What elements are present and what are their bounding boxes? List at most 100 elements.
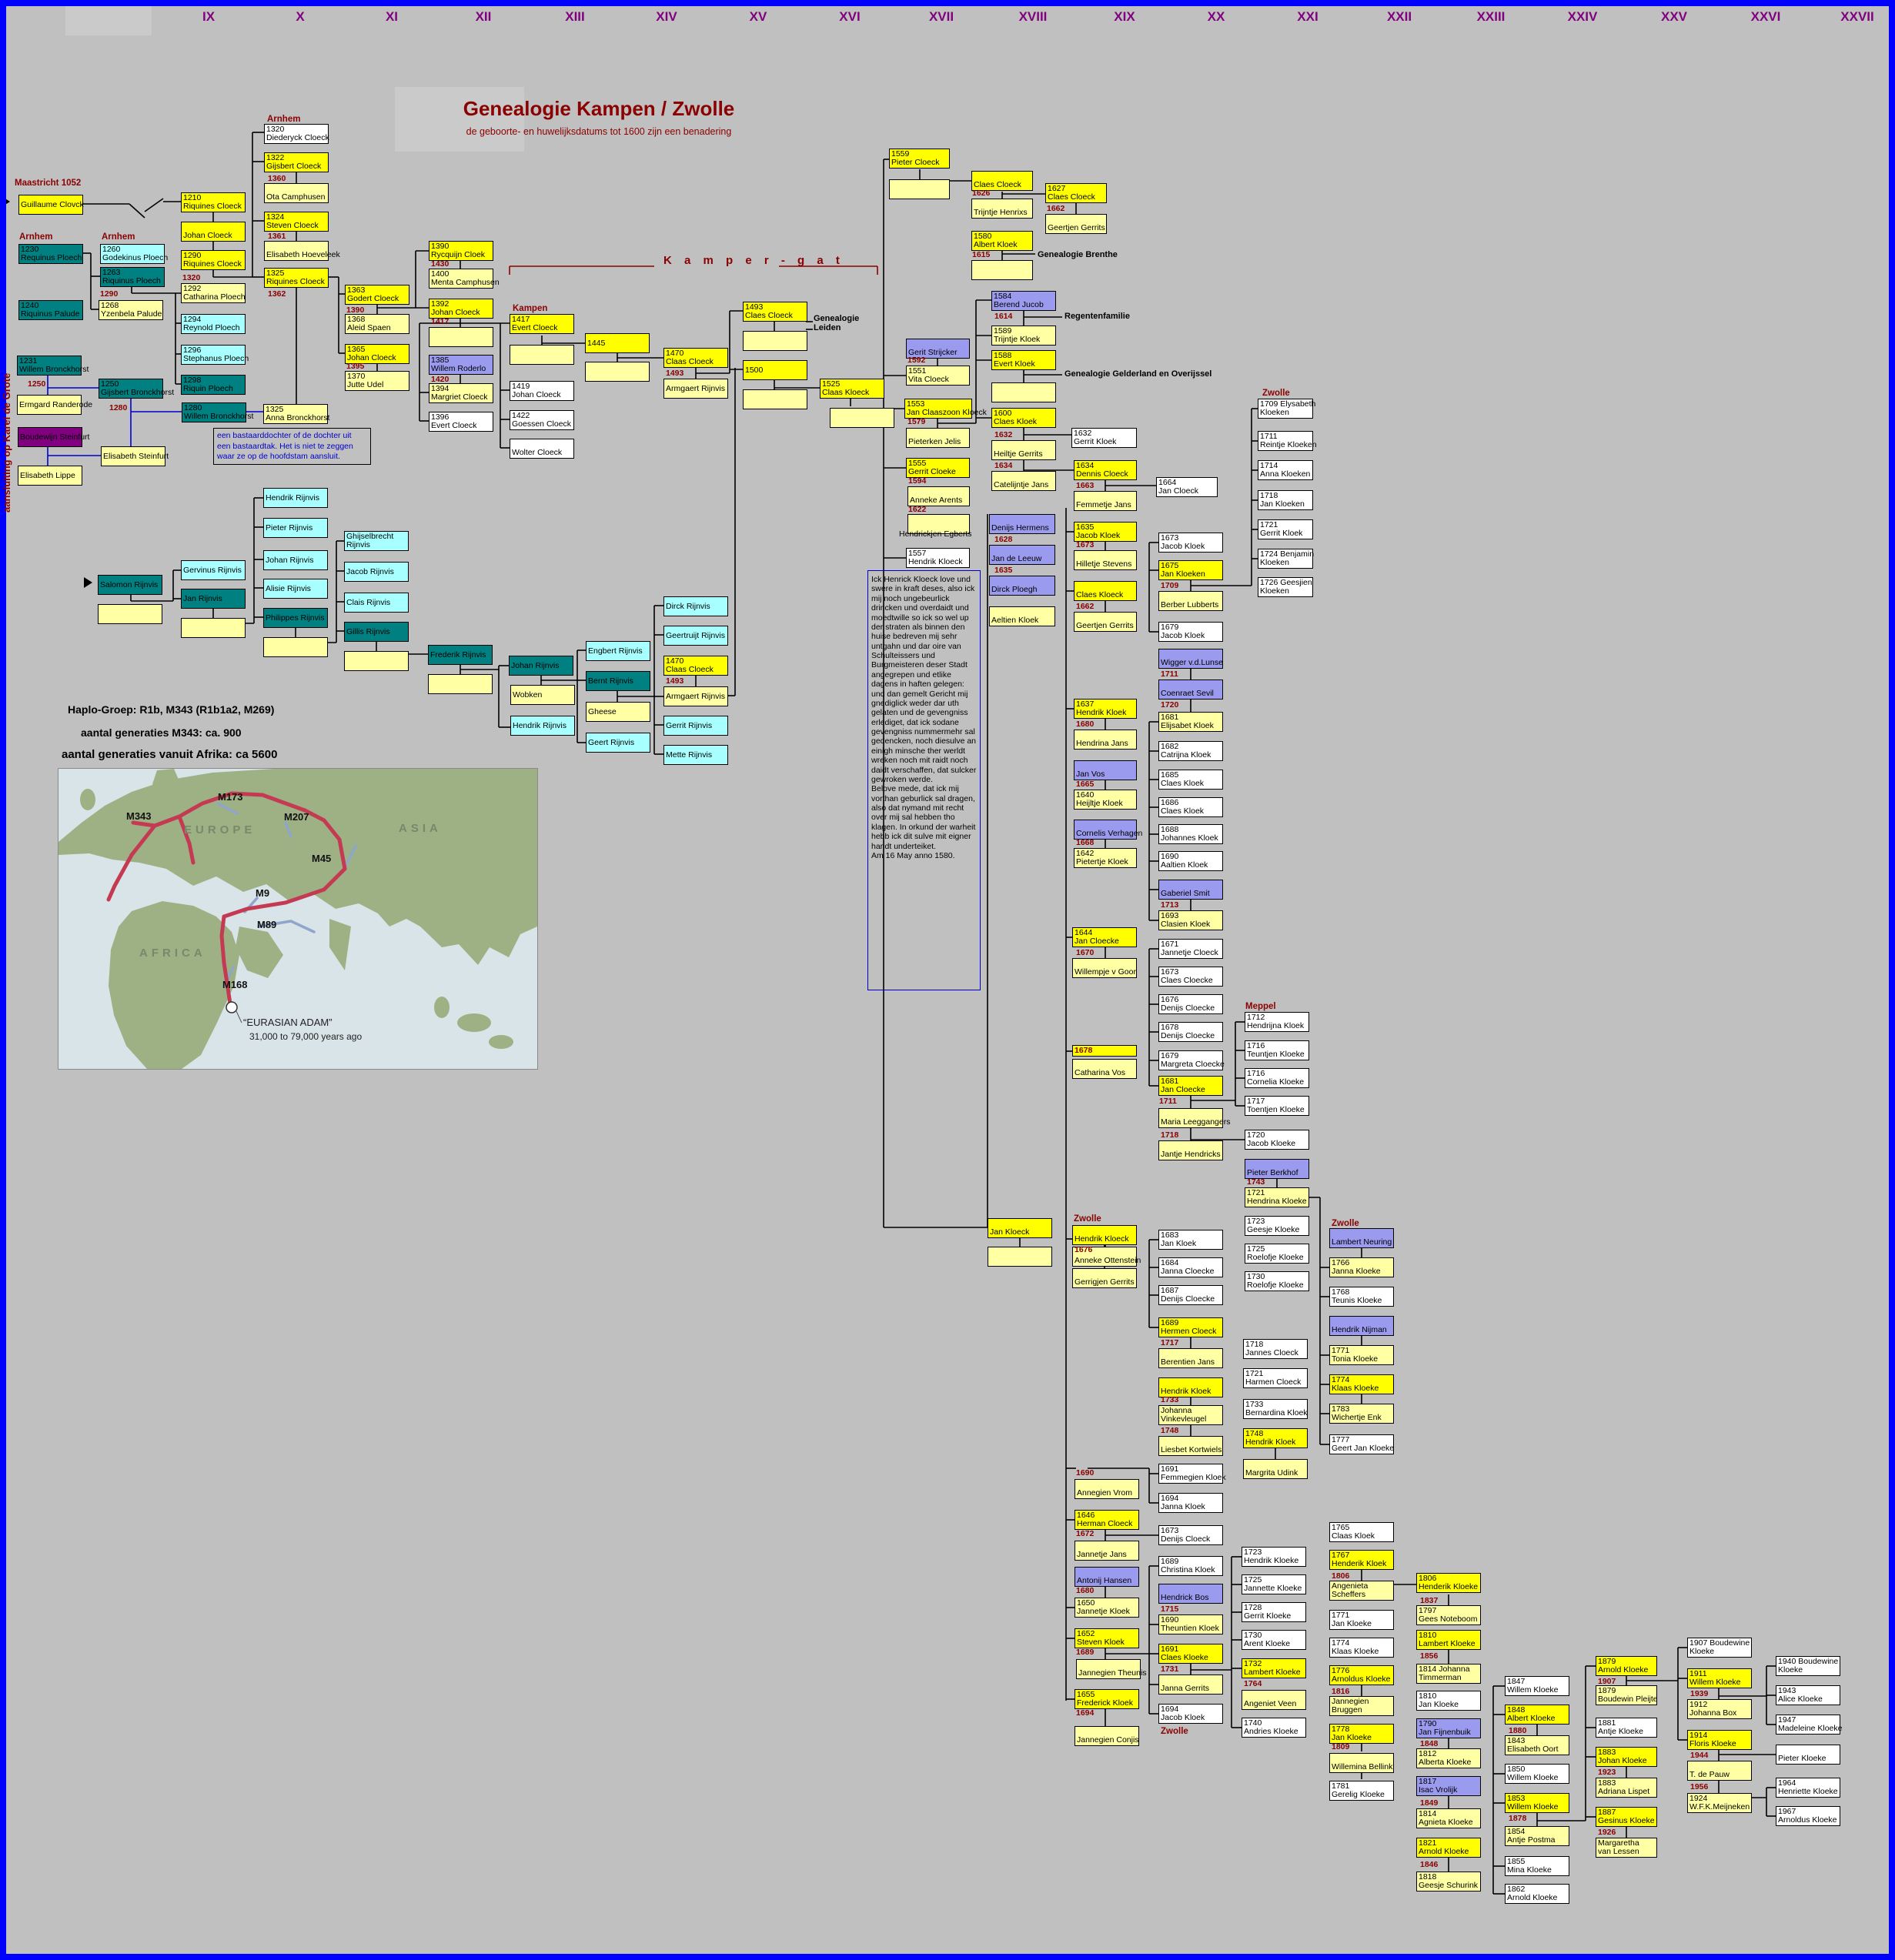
marriage-year-label: 1361	[268, 232, 286, 241]
person-box: 1843 Elisabeth Oort	[1505, 1735, 1569, 1755]
person-box: Hendrick Bos	[1158, 1584, 1223, 1604]
marriage-year-label: 1663	[1076, 481, 1095, 490]
marriage-year-label: 1615	[972, 250, 991, 259]
person-box: 1675 Jan Kloeken	[1158, 560, 1223, 580]
person-box: 1812 Alberta Kloeke	[1416, 1748, 1481, 1768]
person-box: Hendrik Kloek	[1158, 1377, 1223, 1397]
person-box: Denijs Hermens	[989, 514, 1055, 534]
person-box: Johan Cloeck	[181, 222, 246, 242]
marriage-year-label: 1290	[100, 289, 119, 299]
marriage-year-label: 1837	[1420, 1596, 1439, 1605]
person-box: 1690 Aaltien Kloek	[1158, 851, 1223, 871]
person-box: 1632 Gerrit Kloek	[1071, 428, 1137, 448]
person-box: 1673 Claes Cloecke	[1158, 967, 1223, 987]
person-box: 1646 Herman Cloeck	[1075, 1510, 1139, 1530]
map-label: ASIA	[399, 822, 442, 835]
person-box: Hendrik Rijnvis	[263, 488, 328, 508]
person-box: 1687 Denijs Cloecke	[1158, 1285, 1223, 1305]
place-label: Arnhem	[102, 232, 135, 242]
person-box	[743, 331, 807, 351]
frame-right	[1889, 0, 1895, 1960]
person-box	[263, 637, 328, 657]
person-box: Ota Camphusen	[264, 183, 329, 203]
henrick-kloeck-oath-note: Ick Henrick Kloeck love und swere in kra…	[867, 570, 981, 990]
person-box: 1445	[585, 333, 650, 353]
person-box: 1947 Madeleine Kloeke	[1776, 1715, 1842, 1735]
person-box: Johanna Vinkevleugel	[1158, 1405, 1223, 1425]
person-box: Hilletje Stevens	[1074, 550, 1137, 570]
place-label: Zwolle	[1262, 389, 1290, 398]
person-box: Geertruijt Rijnvis	[663, 626, 728, 646]
person-box: 1848 Albert Kloeke	[1505, 1705, 1569, 1725]
person-box: 1718 Jannes Cloeck	[1243, 1339, 1308, 1359]
person-box: 1635 Jacob Kloek	[1074, 522, 1137, 542]
person-box: 1210 Riquines Cloeck	[181, 192, 246, 212]
person-box: 1322 Gijsbert Cloeck	[264, 152, 329, 172]
person-box: Lambert Neuring	[1329, 1228, 1394, 1248]
person-box: Geertjen Gerrits	[1074, 612, 1137, 632]
person-box: Maria Leeggangers	[1158, 1108, 1230, 1128]
generation-numeral: XXV	[1660, 9, 1688, 24]
person-box: Pieter Rijnvis	[263, 518, 328, 538]
person-box: 1584 Berend Jucob	[991, 291, 1056, 311]
person-box: Jan de Leeuw	[989, 545, 1055, 565]
person-box: 1691 Claes Kloeke	[1158, 1644, 1223, 1664]
person-box: 1806 Henderik Kloeke	[1416, 1573, 1481, 1593]
person-box: 1725 Roelofje Kloeke	[1245, 1244, 1309, 1264]
person-box: 1290 Riquines Cloeck	[181, 250, 246, 270]
person-box: Jan Vos	[1074, 760, 1137, 780]
person-box: 1881 Antje Kloeke	[1596, 1718, 1657, 1738]
generation-numeral: XXVI	[1750, 9, 1781, 24]
person-box: Engbert Rijnvis	[586, 641, 650, 661]
person-box: Aeltien Kloek	[989, 606, 1055, 626]
generation-numeral: XVIII	[1018, 9, 1048, 24]
person-box: 1725 Jannette Kloeke	[1242, 1574, 1306, 1594]
person-box: 1810 Lambert Kloeke	[1416, 1630, 1481, 1650]
person-box	[98, 604, 162, 624]
section-label: Regentenfamilie	[1064, 312, 1130, 321]
person-box: 1325 Anna Bronckhorst	[263, 404, 329, 424]
person-box	[510, 345, 574, 365]
person-box: 1924 W.F.K.Meijneken	[1687, 1793, 1752, 1813]
marriage-year-label: 1907	[1598, 1677, 1616, 1686]
person-box: 1676 Denijs Cloecke	[1158, 994, 1223, 1014]
person-box: Angenieta Scheffers	[1329, 1581, 1394, 1601]
person-box: 1686 Claes Kloek	[1158, 797, 1223, 817]
person-box: 1320 Diederyck Cloeck	[264, 124, 329, 144]
person-box: Anneke Arents	[907, 486, 970, 506]
person-box: 1250 Gijsbert Bronckhorst	[99, 379, 174, 399]
marriage-year-label: 1923	[1598, 1768, 1616, 1777]
person-box: Dirck Rijnvis	[663, 596, 728, 616]
person-box: 1671 Jannetje Cloeck	[1158, 939, 1223, 959]
person-box: 1365 Johan Cloeck	[345, 344, 409, 364]
person-box: 1847 Willem Kloeke	[1505, 1676, 1569, 1696]
person-box: 1732 Lambert Kloeke	[1242, 1658, 1306, 1678]
marriage-year-label: 1662	[1047, 204, 1065, 213]
branch-arrow-icon	[84, 577, 92, 588]
person-box	[971, 260, 1033, 280]
world-map: EUROPE ASIA AFRICA M343 M173 M207 M45 M9 M89 M168…	[58, 768, 538, 1070]
person-box: Jannetje Jans	[1075, 1541, 1139, 1561]
person-box: T. de Pauw	[1687, 1761, 1752, 1781]
person-box: 1231 Willem Bronckhorst	[17, 356, 89, 376]
person-box: 1748 Hendrik Kloek	[1243, 1428, 1308, 1448]
person-box: 1726 Geesjien Kloeken	[1258, 577, 1313, 597]
haplo-line-1: Haplo-Groep: R1b, M343 (R1b1a2, M269)	[68, 703, 275, 716]
marriage-year-label: 1733	[1161, 1395, 1179, 1404]
person-box: 1392 Johan Cloeck	[429, 299, 493, 319]
marriage-year-label: 1878	[1509, 1814, 1527, 1823]
generation-numeral: XXIV	[1567, 9, 1598, 24]
person-box: 1396 Evert Cloeck	[429, 412, 493, 432]
person-box: Jannegien Theunis	[1076, 1659, 1147, 1679]
person-box: 1678 Denijs Cloecke	[1158, 1022, 1223, 1042]
marriage-year-label: 1662	[1076, 602, 1095, 611]
person-box: 1325 Riquines Cloeck	[264, 268, 329, 288]
person-box: 1777 Geert Jan Kloeke	[1329, 1434, 1394, 1454]
place-label: Arnhem	[267, 115, 301, 124]
generation-numeral: XXI	[1297, 9, 1318, 24]
person-box: 1768 Teunis Kloeke	[1329, 1287, 1394, 1307]
person-box: 1943 Alice Kloeke	[1776, 1685, 1840, 1705]
page-title: Genealogie Kampen / Zwolle	[463, 97, 735, 120]
person-box: 1655 Frederick Kloek	[1075, 1689, 1139, 1709]
generation-numeral: XIV	[656, 9, 677, 24]
